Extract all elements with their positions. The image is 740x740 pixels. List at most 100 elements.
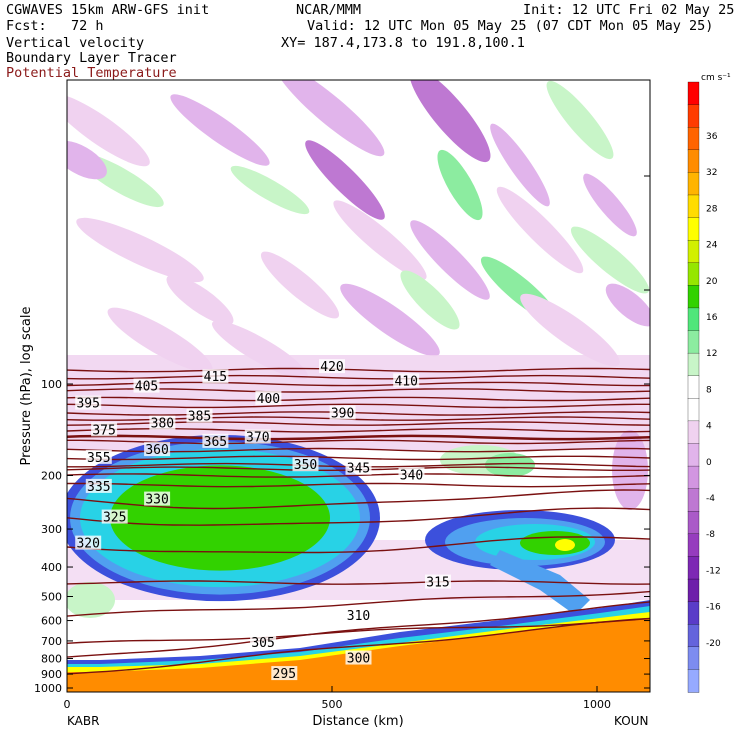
x-tick-label: 1000	[583, 698, 611, 711]
colorbar: 36 32 28 24 20 16 12 8 4 0 -4 -8 -12 -16 -20	[687, 81, 721, 693]
contour-label-bg	[85, 478, 112, 493]
colorbar-swatch	[687, 104, 700, 128]
theta-contour-line	[67, 455, 650, 461]
y-tick-label: 700	[41, 635, 62, 648]
contour-label: 390	[331, 406, 354, 421]
tracer-blob	[135, 498, 315, 542]
velocity-streak	[260, 251, 340, 319]
x-endpoint-left: KABR	[67, 714, 99, 728]
velocity-streak	[409, 80, 491, 163]
velocity-streak	[605, 283, 650, 327]
center-label: NCAR/MMM	[296, 2, 362, 18]
tracer-blob	[520, 531, 590, 555]
colorbar-label: 28	[706, 204, 718, 214]
contour-label-bg	[186, 408, 213, 423]
y-tick-label: 900	[41, 668, 62, 681]
contour-label-bg	[133, 378, 160, 393]
contour-label-bg	[393, 373, 420, 388]
contour-label: 415	[204, 370, 227, 385]
velocity-streak	[410, 220, 490, 300]
contour-label: 320	[76, 537, 99, 552]
contour-label-bg	[345, 460, 372, 475]
x-tick-label: 500	[322, 698, 343, 711]
velocity-streak	[67, 582, 115, 618]
colorbar-swatch	[687, 194, 700, 219]
velocity-streak	[76, 217, 204, 283]
colorbar-swatch	[687, 465, 700, 490]
velocity-streak	[333, 200, 427, 280]
contour-label: 385	[188, 410, 211, 425]
x-axis: 0 500 1000	[64, 686, 611, 711]
colorbar-swatch	[687, 624, 700, 648]
contour-label: 330	[145, 493, 168, 508]
colorbar-swatch	[687, 669, 700, 693]
velocity-streak	[340, 283, 440, 357]
theta-contour-line	[67, 374, 650, 380]
colorbar-swatch	[687, 646, 700, 671]
velocity-streak	[67, 140, 107, 180]
colorbar-swatch	[687, 307, 700, 332]
contour-label-bg	[255, 390, 282, 405]
contour-label: 405	[135, 380, 158, 395]
y-tick-label: 100	[41, 378, 62, 391]
contour-label-bg	[271, 666, 298, 681]
contour-label-bg	[292, 457, 319, 472]
colorbar-swatch	[687, 127, 700, 151]
contour-label-bg	[202, 433, 229, 448]
contour-label: 420	[320, 360, 343, 375]
velocity-streak	[305, 140, 385, 220]
colorbar-swatch	[687, 375, 700, 399]
contour-label: 335	[87, 480, 110, 495]
colorbar-swatch	[687, 172, 700, 196]
colorbar-label: 8	[706, 385, 712, 395]
tracer-blob	[555, 539, 575, 551]
contour-label: 360	[145, 443, 168, 458]
colorbar-label: 24	[706, 241, 718, 251]
contour-label-bg	[149, 415, 176, 430]
colorbar-swatch	[687, 262, 700, 286]
contour-label-bg	[250, 634, 277, 649]
theta-contour-line	[67, 507, 650, 526]
y-tick-label: 1000	[34, 682, 62, 695]
contour-label-bg	[75, 535, 102, 550]
velocity-streak	[570, 226, 650, 294]
colorbar-label: 32	[706, 168, 717, 178]
xy-endpoints: XY= 187.4,173.8 to 191.8,100.1	[281, 35, 525, 51]
colorbar-swatch	[687, 420, 700, 445]
colorbar-swatch	[687, 511, 700, 535]
contour-label: 315	[426, 576, 449, 591]
velocity-streak	[437, 149, 483, 221]
contour-label: 325	[103, 511, 126, 526]
init-time: Init: 12 UTC Fri 02 May 25	[523, 2, 735, 18]
velocity-streak	[67, 93, 150, 167]
colorbar-swatch	[687, 443, 700, 467]
theta-contour-line	[67, 434, 650, 441]
velocity-streak	[275, 80, 385, 157]
y-tick-label: 200	[41, 470, 62, 483]
contour-label-bg	[85, 449, 112, 464]
y-tick-label: 600	[41, 615, 62, 628]
theta-contour-line	[67, 381, 650, 387]
contour-label-bg	[345, 608, 372, 623]
contour-label-bg	[425, 574, 451, 589]
forecast-hour: Fcst: 72 h	[6, 18, 104, 34]
colorbar-swatch	[687, 149, 700, 174]
velocity-streak	[230, 165, 310, 215]
colorbar-label: 12	[706, 349, 717, 359]
theta-contour-line	[67, 617, 650, 644]
velocity-streak	[485, 453, 535, 477]
contour-label-bg	[244, 429, 271, 444]
y-tick-label: 400	[41, 561, 62, 574]
contour-label: 310	[347, 609, 370, 624]
x-tick-label: 0	[64, 698, 71, 711]
contour-label: 305	[251, 636, 274, 651]
contour-label: 380	[151, 417, 174, 432]
contour-label-bg	[144, 442, 171, 457]
colorbar-swatch	[687, 285, 700, 309]
colorbar-swatch	[687, 398, 700, 422]
colorbar-label: 20	[706, 277, 718, 287]
velocity-band	[67, 355, 650, 450]
theta-contour-line	[67, 482, 650, 488]
